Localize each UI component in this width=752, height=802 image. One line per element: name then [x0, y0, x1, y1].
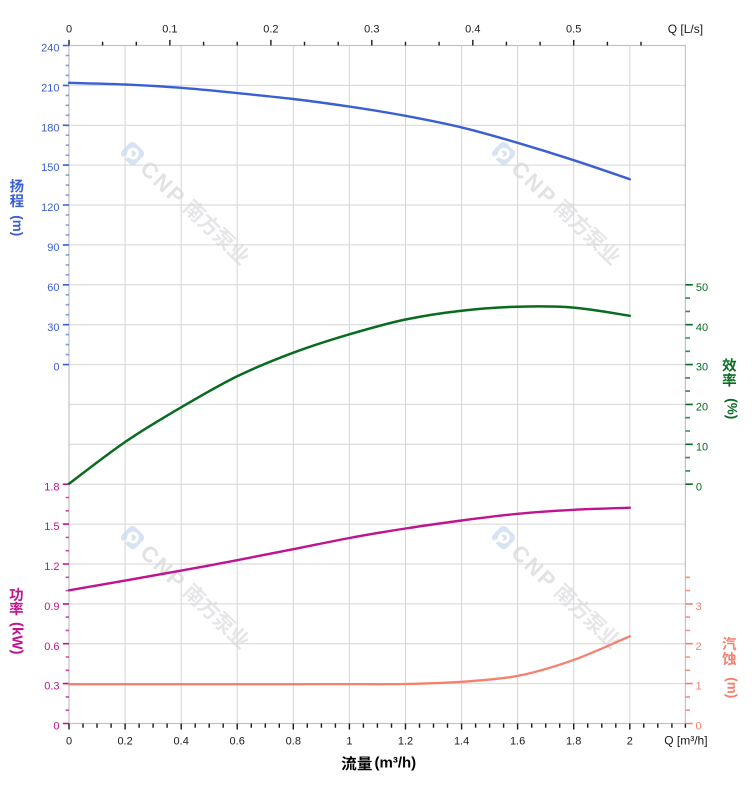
- svg-text:2: 2: [696, 641, 702, 653]
- svg-text:0.8: 0.8: [286, 736, 301, 748]
- svg-text:1.6: 1.6: [510, 736, 525, 748]
- svg-text:1.8: 1.8: [44, 481, 59, 493]
- svg-text:1: 1: [346, 736, 352, 748]
- svg-text:0: 0: [696, 481, 702, 493]
- svg-text:0: 0: [66, 736, 72, 748]
- svg-text:1.4: 1.4: [454, 736, 469, 748]
- svg-text:0.3: 0.3: [44, 681, 59, 693]
- svg-text:30: 30: [696, 362, 708, 374]
- svg-text:0.6: 0.6: [44, 641, 59, 653]
- svg-text:0.5: 0.5: [566, 24, 581, 36]
- svg-text:40: 40: [696, 322, 708, 334]
- svg-text:0.6: 0.6: [230, 736, 245, 748]
- svg-text:1.2: 1.2: [398, 736, 413, 748]
- svg-text:0.2: 0.2: [263, 24, 278, 36]
- svg-text:0.2: 0.2: [117, 736, 132, 748]
- svg-text:1.5: 1.5: [44, 521, 59, 533]
- svg-text:0.4: 0.4: [174, 736, 189, 748]
- svg-text:0: 0: [53, 721, 59, 733]
- svg-text:(%): (%): [725, 398, 740, 419]
- svg-text:3: 3: [696, 601, 702, 613]
- svg-text:180: 180: [41, 122, 59, 134]
- svg-text:(m): (m): [725, 677, 740, 698]
- svg-text:0.9: 0.9: [44, 601, 59, 613]
- svg-text:Q [m³/h]: Q [m³/h]: [664, 734, 707, 748]
- svg-text:210: 210: [41, 83, 59, 95]
- svg-text:(m³/h): (m³/h): [375, 755, 417, 772]
- svg-text:50: 50: [696, 282, 708, 294]
- svg-text:0: 0: [53, 362, 59, 374]
- svg-text:90: 90: [47, 242, 59, 254]
- svg-text:Q [L/s]: Q [L/s]: [668, 22, 703, 36]
- svg-text:2: 2: [627, 736, 633, 748]
- svg-text:0: 0: [66, 24, 72, 36]
- svg-text:30: 30: [47, 322, 59, 334]
- svg-text:1.8: 1.8: [566, 736, 581, 748]
- svg-text:(m): (m): [10, 215, 25, 236]
- svg-text:10: 10: [696, 441, 708, 453]
- svg-text:(kW): (kW): [8, 622, 25, 655]
- svg-text:150: 150: [41, 162, 59, 174]
- svg-text:1.2: 1.2: [44, 561, 59, 573]
- svg-text:120: 120: [41, 202, 59, 214]
- svg-text:0.4: 0.4: [465, 24, 480, 36]
- svg-text:0.1: 0.1: [162, 24, 177, 36]
- svg-text:240: 240: [41, 43, 59, 55]
- svg-text:0.3: 0.3: [364, 24, 379, 36]
- svg-text:60: 60: [47, 282, 59, 294]
- svg-text:1: 1: [696, 681, 702, 693]
- svg-text:20: 20: [696, 402, 708, 414]
- svg-text:0: 0: [696, 721, 702, 733]
